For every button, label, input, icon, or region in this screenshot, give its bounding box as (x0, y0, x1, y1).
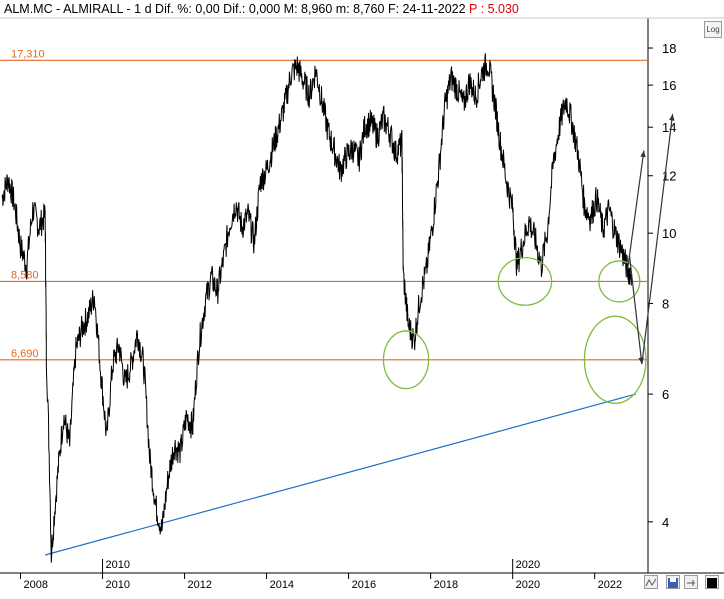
y-tick-label: 8 (662, 296, 669, 311)
change-pct-label: Dif. %: (155, 2, 192, 16)
high-value: 8,960 (301, 2, 333, 16)
x-tick-label: 2018 (434, 579, 458, 591)
change-value: 0,000 (248, 2, 281, 16)
change-pct-value: 0,00 (195, 2, 220, 16)
price-value: 5.030 (487, 2, 519, 16)
high-label: M: (283, 2, 298, 16)
y-tick-label: 10 (662, 226, 676, 241)
low-label: m: (335, 2, 350, 16)
pin-icon[interactable] (684, 575, 698, 589)
interval: 1 d (134, 2, 152, 16)
support-ellipse (382, 330, 430, 390)
y-tick-label: 16 (662, 78, 676, 93)
date-label: F: (387, 2, 400, 16)
projection-line (626, 150, 645, 270)
projection-arrowhead (640, 150, 646, 158)
trendline (44, 393, 636, 556)
support-ellipse (583, 315, 647, 405)
instrument-name: ALMIRALL (63, 2, 124, 16)
y-tick-label: 6 (662, 387, 669, 402)
x-secondary-tick-label: 2020 (516, 559, 540, 571)
color-swatch-icon[interactable] (705, 575, 719, 589)
x-tick-label: 2008 (24, 579, 48, 591)
x-secondary-tick-label: 2010 (106, 559, 130, 571)
x-tick-label: 2014 (270, 579, 294, 591)
log-scale-button[interactable]: Log (704, 21, 722, 38)
projection-line (628, 255, 643, 365)
ticker-symbol: ALM.MC (4, 2, 53, 16)
change-label: Dif.: (223, 2, 246, 16)
x-tick-label: 2010 (106, 579, 130, 591)
support-line-label: 6,690 (11, 348, 39, 360)
y-tick-label: 14 (662, 120, 676, 135)
support-line-label: 17,310 (11, 48, 45, 60)
y-tick-label: 18 (662, 41, 676, 56)
x-tick-label: 2016 (352, 579, 376, 591)
projection-line (641, 113, 674, 365)
date-value: 24-11-2022 (402, 2, 466, 16)
chart-header: ALM.MC - ALMIRALL - 1 d Dif. %: 0,00 Dif… (4, 2, 519, 16)
price-label: P : (469, 2, 485, 16)
save-icon[interactable] (666, 575, 680, 589)
x-tick-label: 2012 (188, 579, 212, 591)
x-tick-label: 2020 (516, 579, 540, 591)
y-tick-label: 4 (662, 515, 669, 530)
projection-arrowhead (669, 113, 675, 121)
support-ellipse (598, 260, 641, 303)
support-ellipse (497, 256, 553, 306)
support-line-label: 8,580 (11, 269, 39, 281)
low-value: 8,760 (353, 2, 385, 16)
price-line (1, 53, 633, 563)
x-tick-label: 2022 (598, 579, 622, 591)
zigzag-icon[interactable] (644, 575, 658, 589)
